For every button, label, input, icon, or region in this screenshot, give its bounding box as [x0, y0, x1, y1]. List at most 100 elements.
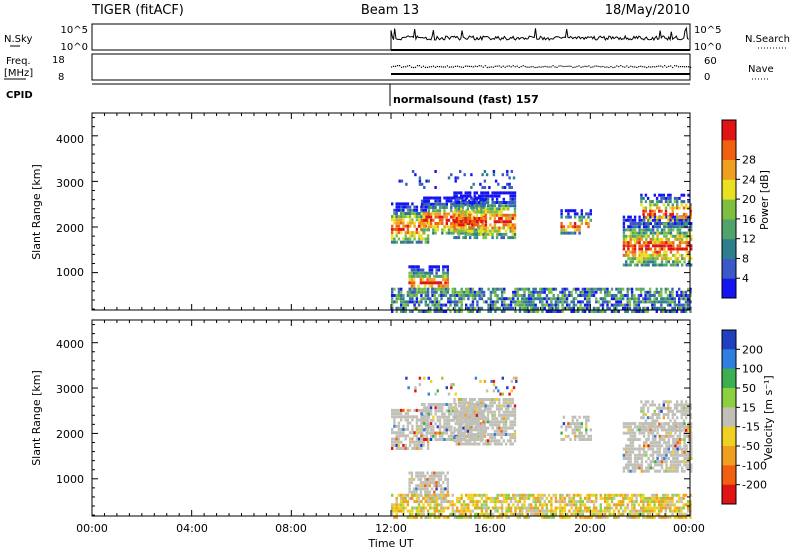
scatter-cell [667, 196, 670, 200]
scatter-cell [453, 213, 456, 217]
scatter-cell [395, 415, 398, 419]
scatter-cell [687, 228, 691, 232]
scatter-cell [393, 287, 396, 291]
scatter-cell [604, 297, 607, 301]
colorbar-tick-label: 15 [742, 401, 756, 414]
scatter-cell [461, 231, 464, 235]
scatter-cell [678, 253, 682, 257]
scatter-cell [438, 303, 441, 307]
scatter-cell [655, 496, 658, 500]
scatter-cell [588, 516, 591, 519]
scatter-cell [571, 431, 574, 435]
scatter-cell [489, 439, 492, 443]
scatter-cell [651, 500, 654, 504]
scatter-cell [588, 297, 591, 301]
scatter-cell [527, 290, 531, 294]
scatter-cell [419, 281, 423, 285]
scatter-cell [455, 417, 458, 421]
scatter-cell [572, 300, 575, 304]
scatter-cell [577, 287, 580, 291]
scatter-cell [507, 426, 510, 430]
scatter-cell [590, 287, 593, 291]
scatter-cell [512, 496, 515, 500]
scatter-cell [625, 425, 628, 429]
scatter-cell [512, 493, 515, 497]
scatter-cell [408, 274, 411, 278]
scatter-cell [629, 463, 632, 467]
scatter-cell [563, 290, 567, 294]
scatter-cell [680, 509, 683, 513]
scatter-cell [657, 496, 661, 500]
scatter-cell [667, 434, 670, 438]
scatter-cell [460, 398, 463, 401]
scatter-cell [505, 306, 508, 310]
scatter-cell [419, 271, 423, 275]
scatter-cell [483, 202, 487, 206]
scatter-cell [475, 423, 479, 427]
scatter-cell [660, 444, 664, 448]
scatter-cell [436, 409, 439, 413]
scatter-cell [421, 471, 425, 475]
scatter-cell [622, 509, 625, 513]
scatter-cell [640, 463, 644, 467]
scatter-cell [453, 191, 456, 195]
scatter-cell [674, 469, 677, 473]
scatter-cell [424, 284, 427, 288]
scatter-cell [637, 509, 641, 513]
scatter-cell [511, 201, 514, 204]
scatter-cell [504, 417, 508, 421]
nave-dot [578, 65, 580, 67]
scatter-cell [469, 194, 472, 198]
date-title: 18/May/2010 [605, 3, 690, 18]
scatter-cell [613, 512, 616, 516]
scatter-cell [514, 310, 517, 313]
scatter-cell [441, 206, 444, 209]
scatter-cell [404, 437, 407, 441]
scatter-cell [681, 469, 684, 473]
scatter-cell [484, 229, 488, 233]
scatter-cell [471, 300, 475, 304]
scatter-cell [455, 217, 458, 220]
scatter-cell [667, 222, 670, 225]
scatter-cell [499, 392, 502, 396]
scatter-cell [687, 257, 691, 261]
scatter-cell [438, 503, 441, 507]
scatter-cell [654, 250, 657, 254]
scatter-cell [464, 442, 467, 446]
scatter-cell [429, 503, 432, 507]
scatter-cell [642, 228, 646, 232]
scatter-cell [645, 244, 648, 248]
scatter-cell [674, 218, 677, 222]
scatter-cell [651, 300, 654, 304]
scatter-cell [433, 493, 436, 497]
scatter-cell [562, 415, 566, 419]
scatter-cell [444, 506, 448, 510]
scatter-cell [622, 244, 626, 248]
nave-dot [598, 65, 600, 68]
scatter-cell [469, 417, 472, 421]
scatter-cell [681, 222, 684, 225]
scatter-cell [447, 228, 451, 232]
scatter-cell [467, 493, 470, 497]
scatter-cell [441, 376, 444, 380]
scatter-cell [427, 415, 430, 419]
scatter-cell [471, 496, 475, 500]
scatter-cell [464, 420, 467, 424]
scatter-cell [682, 216, 686, 220]
scatter-cell [400, 240, 403, 244]
scatter-cell [447, 297, 450, 301]
scatter-cell [454, 422, 457, 426]
scatter-cell [606, 496, 609, 500]
scatter-cell [467, 506, 470, 510]
scatter-cell [391, 224, 394, 228]
scatter-cell [599, 516, 602, 519]
scatter-cell [481, 186, 484, 189]
scatter-cell [395, 231, 398, 235]
scatter-cell [493, 210, 497, 214]
scatter-cell [453, 300, 457, 304]
scatter-cell [633, 300, 636, 304]
freq-left-tick-high: 18 [52, 55, 65, 66]
scatter-cell [687, 503, 690, 507]
scatter-cell [480, 496, 484, 500]
scatter-cell [631, 231, 635, 235]
